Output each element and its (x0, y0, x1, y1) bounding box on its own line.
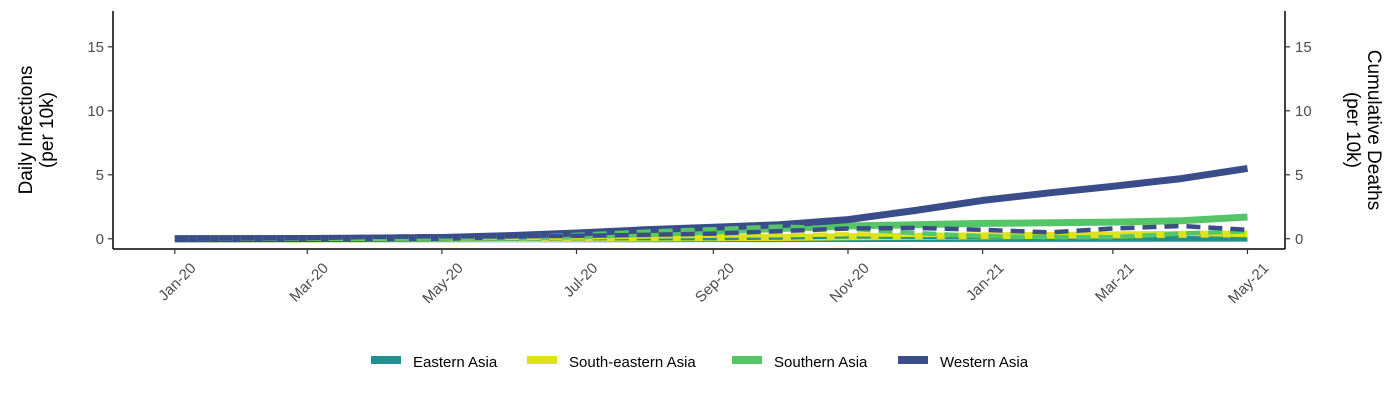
left-axis-title-line-2: (per 10k) (37, 92, 58, 168)
x-tick-label: Mar-20 (286, 260, 332, 306)
y-right-tick-label: 5 (1295, 167, 1303, 184)
right-axis-title-line-2: (per 10k) (1342, 92, 1363, 168)
legend-item-western-asia: Western Asia (898, 354, 1029, 371)
legend-key-south-eastern-asia (527, 356, 557, 364)
legend-key-eastern-asia (371, 356, 401, 364)
series-line-dashed-western-asia (174, 223, 1248, 242)
x-tick-label: Mar-21 (1092, 260, 1138, 306)
legend-label-southern-asia: Southern Asia (774, 354, 868, 371)
legend-item-southern-asia: Southern Asia (732, 354, 868, 371)
y-left-tick-label: 5 (96, 167, 104, 184)
x-tick-label: May-20 (419, 260, 466, 307)
y-right-tick-label: 0 (1295, 231, 1303, 248)
left-axis-title: Daily Infections (per 10k) (16, 66, 58, 195)
y-left-tick-label: 0 (96, 231, 104, 248)
x-tick-label: Jul-20 (560, 260, 601, 301)
y-right-tick-label: 15 (1295, 39, 1312, 56)
x-tick-label: Jan-21 (963, 260, 1007, 304)
left-axis-title-line-1: Daily Infections (16, 66, 37, 195)
x-tick-label: Jan-20 (155, 260, 199, 304)
legend: Eastern Asia South-eastern Asia Southern… (371, 354, 1029, 371)
legend-key-southern-asia (732, 356, 762, 364)
right-axis-title-line-1: Cumulative Deaths (1363, 50, 1384, 211)
legend-key-western-asia (898, 356, 928, 364)
series-layer (174, 164, 1249, 243)
y-left-tick-label: 15 (87, 39, 104, 56)
legend-label-western-asia: Western Asia (940, 354, 1029, 371)
legend-label-eastern-asia: Eastern Asia (413, 354, 498, 371)
y-right-tick-label: 10 (1295, 103, 1312, 120)
ticks-layer: 0 5 10 15 0 5 10 15 Jan-20 Mar-20 May-20 Jul-20 Sep-… (87, 39, 1311, 307)
y-left-tick-label: 10 (87, 103, 104, 120)
x-tick-label: Nov-20 (827, 260, 873, 306)
x-tick-label: May-21 (1225, 260, 1272, 307)
axes-layer (112, 11, 1286, 250)
x-tick-label: Sep-20 (692, 260, 738, 306)
legend-item-eastern-asia: Eastern Asia (371, 354, 498, 371)
legend-item-south-eastern-asia: South-eastern Asia (527, 354, 696, 371)
right-axis-title: Cumulative Deaths (per 10k) (1342, 50, 1384, 211)
legend-label-south-eastern-asia: South-eastern Asia (569, 354, 696, 371)
